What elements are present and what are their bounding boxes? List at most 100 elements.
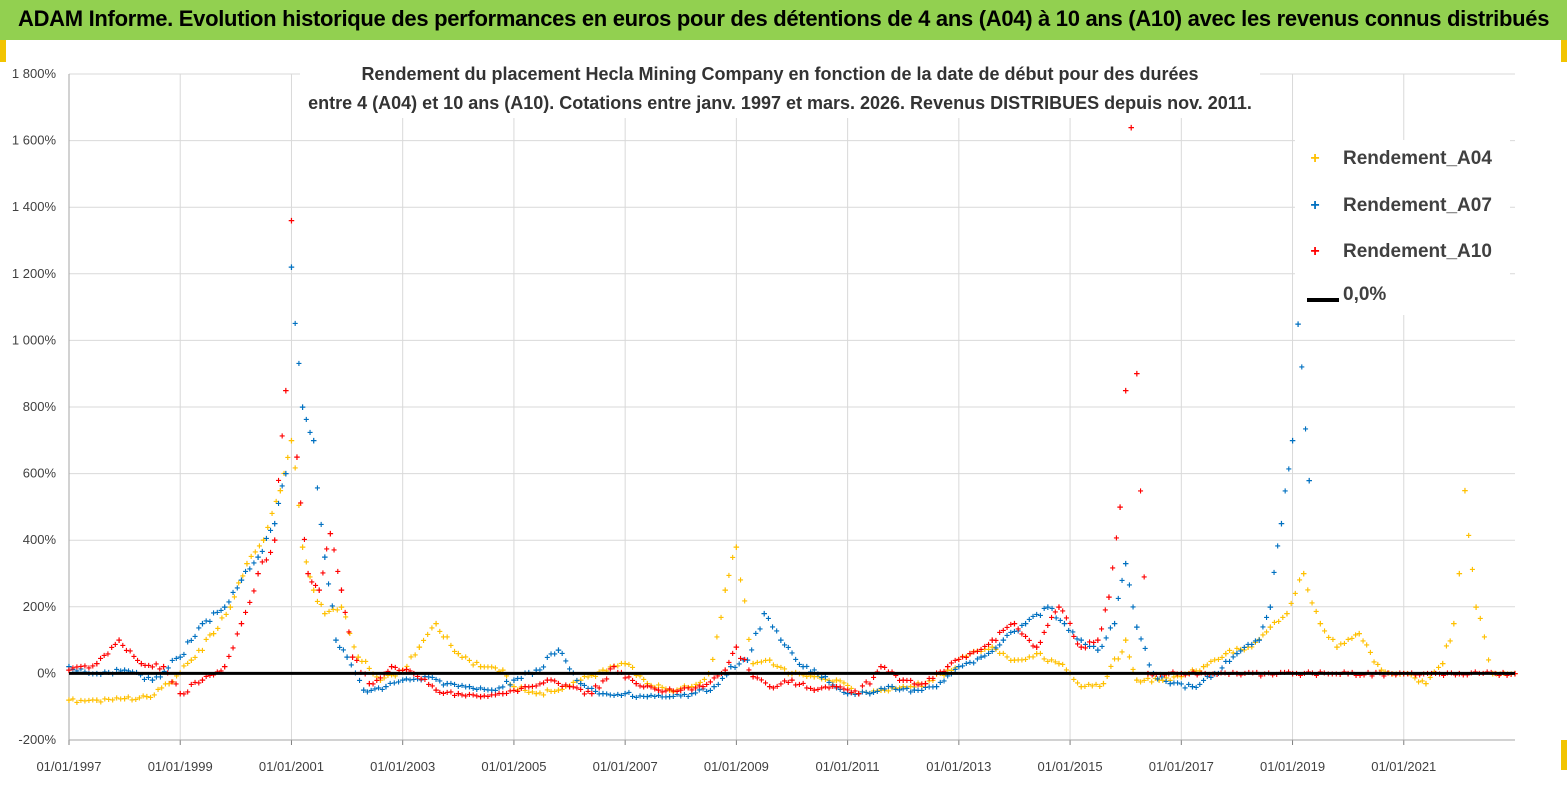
data-point-interp: +	[815, 669, 821, 680]
data-point: +	[1022, 618, 1028, 630]
data-point: +	[722, 585, 728, 597]
data-point-interp: +	[689, 685, 695, 696]
data-point-interp: +	[1219, 663, 1225, 674]
data-point-interp: +	[1119, 648, 1125, 659]
data-point-interp: +	[863, 688, 869, 699]
data-point-interp: +	[1087, 637, 1093, 648]
data-point-interp: +	[926, 674, 932, 685]
data-point: +	[222, 662, 228, 674]
data-point-interp: +	[1034, 610, 1040, 621]
data-point-interp: +	[1397, 670, 1403, 681]
legend-marker-a04: +	[1310, 150, 1320, 167]
data-point-interp: +	[574, 684, 580, 695]
data-point-interp: +	[264, 534, 270, 545]
data-point: +	[945, 662, 951, 674]
data-point: +	[1245, 642, 1251, 654]
data-point-interp: +	[374, 673, 380, 684]
data-point-interp: +	[1276, 617, 1282, 628]
data-point-interp: +	[120, 641, 126, 652]
data-point-interp: +	[904, 676, 910, 687]
data-point-interp: +	[724, 670, 730, 681]
y-tick-label: 1 400%	[12, 199, 57, 214]
data-point-interp: +	[960, 652, 966, 663]
data-point: +	[1011, 618, 1017, 630]
data-point-interp: +	[753, 629, 759, 640]
data-point-interp: +	[1322, 626, 1328, 637]
data-point: +	[1306, 475, 1312, 487]
data-point-interp: +	[114, 693, 120, 704]
data-point-interp: +	[915, 680, 921, 691]
data-point-interp: +	[1223, 657, 1229, 668]
data-point-interp: +	[674, 687, 680, 698]
data-point-interp: +	[815, 685, 821, 696]
x-tick-label: 01/01/2011	[816, 759, 880, 774]
data-point-interp: +	[452, 680, 458, 691]
data-point-interp: +	[871, 673, 877, 684]
data-point-interp: +	[578, 685, 584, 696]
data-point-interp: +	[604, 675, 610, 686]
data-point: +	[272, 535, 278, 547]
data-point-interp: +	[1037, 649, 1043, 660]
data-point-interp: +	[800, 671, 806, 682]
data-point: +	[689, 682, 695, 694]
data-point-interp: +	[1393, 670, 1399, 681]
data-point-interp: +	[778, 679, 784, 690]
data-point-interp: +	[102, 694, 108, 705]
report-title: ADAM Informe. Evolution historique des p…	[18, 6, 1550, 31]
data-point-interp: +	[693, 680, 699, 691]
data-point: +	[577, 678, 583, 690]
data-point-interp: +	[652, 683, 658, 694]
legend-line-zero	[1307, 298, 1339, 302]
data-point: +	[1011, 655, 1017, 667]
data-point-interp: +	[1082, 682, 1088, 693]
data-point-interp: +	[1286, 464, 1292, 475]
data-point-interp: +	[974, 647, 980, 658]
data-point-interp: +	[314, 484, 320, 495]
data-point-interp: +	[1162, 671, 1168, 682]
data-point-interp: +	[188, 680, 194, 691]
data-point-interp: +	[1206, 670, 1212, 681]
data-point-interp: +	[342, 608, 348, 619]
data-point-interp: +	[114, 665, 120, 676]
data-point-interp: +	[945, 672, 951, 683]
data-point-interp: +	[1008, 656, 1014, 667]
data-point: +	[1095, 645, 1101, 657]
data-point-interp: +	[615, 661, 621, 672]
data-point-interp: +	[941, 677, 947, 688]
data-point-interp: +	[455, 682, 461, 693]
data-point-interp: +	[541, 663, 547, 674]
data-point-interp: +	[125, 692, 131, 703]
data-point-interp: +	[1193, 683, 1199, 694]
y-tick-label: -200%	[18, 732, 56, 747]
data-point-interp: +	[949, 666, 955, 677]
x-tick-label: 01/01/1999	[148, 759, 213, 774]
data-point: +	[1439, 658, 1445, 670]
data-point-interp: +	[967, 658, 973, 669]
data-point-interp: +	[637, 672, 643, 683]
data-point: +	[711, 682, 717, 694]
data-point-interp: +	[1329, 669, 1335, 680]
data-point-interp: +	[774, 662, 780, 673]
data-point: +	[238, 618, 244, 630]
data-point: +	[511, 682, 517, 694]
data-point-interp: +	[1443, 642, 1449, 653]
data-point-interp: +	[131, 652, 137, 663]
data-point-interp: +	[544, 653, 550, 664]
data-point-interp: +	[1413, 671, 1419, 682]
data-point-interp: +	[860, 681, 866, 692]
data-point-interp: +	[593, 672, 599, 683]
data-point-interp: +	[763, 678, 769, 689]
data-point-interp: +	[281, 469, 287, 480]
data-point-interp: +	[615, 690, 621, 701]
data-point: +	[678, 685, 684, 697]
data-point-interp: +	[196, 623, 202, 634]
data-point-interp: +	[626, 672, 632, 683]
data-point-interp: +	[400, 666, 406, 677]
x-tick-label: 01/01/1997	[36, 759, 101, 774]
data-point-interp: +	[830, 677, 836, 688]
data-point-interp: +	[796, 669, 802, 680]
data-point: +	[733, 542, 739, 554]
data-point-interp: +	[815, 672, 821, 683]
data-point: +	[1122, 385, 1128, 397]
data-point-interp: +	[852, 686, 858, 697]
